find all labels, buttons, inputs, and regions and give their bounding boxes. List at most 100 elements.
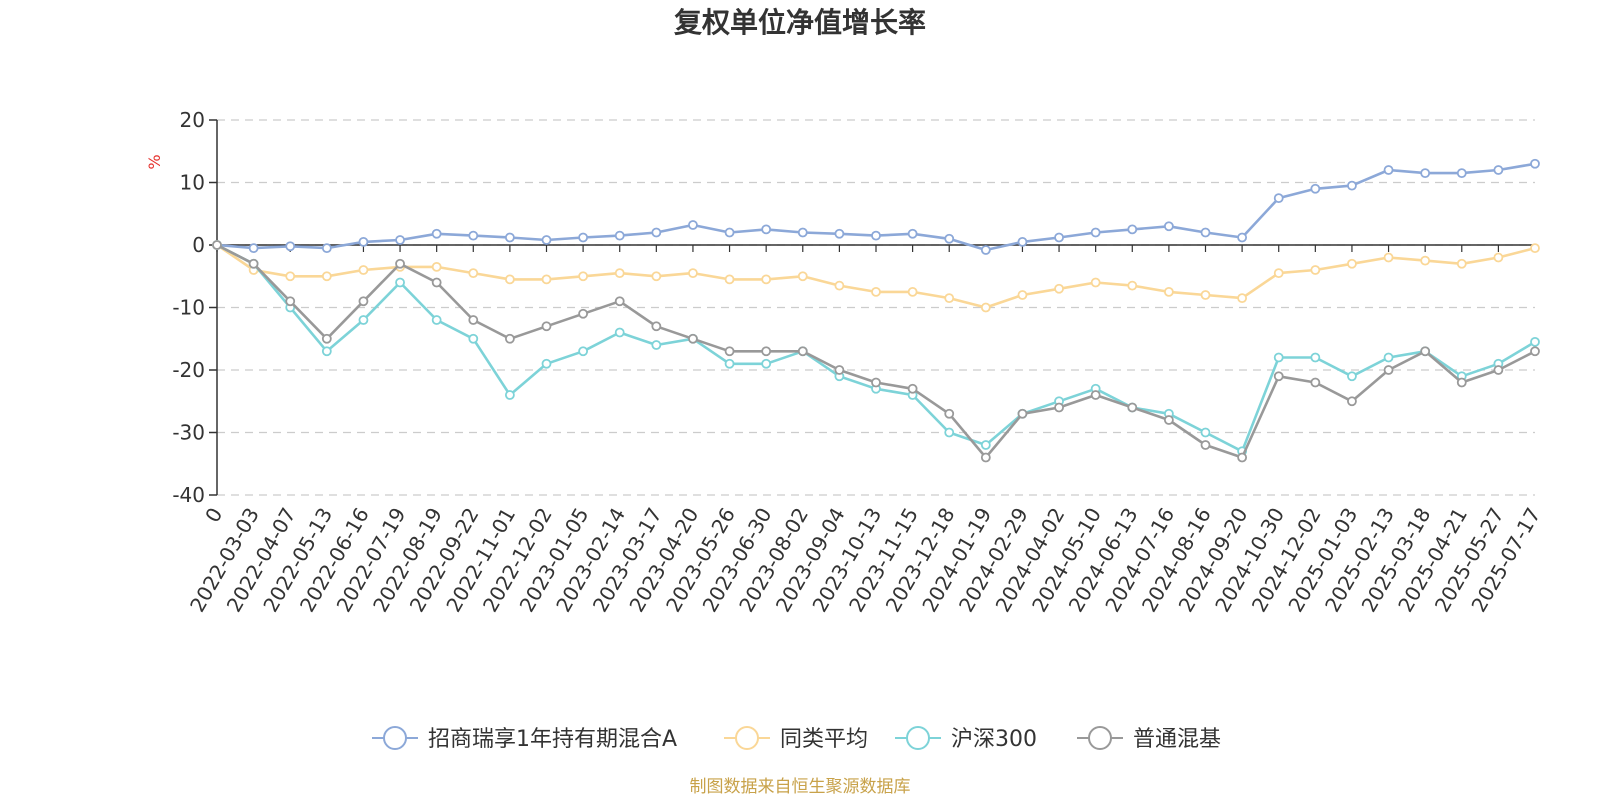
data-point	[1530, 346, 1540, 357]
data-point	[395, 277, 405, 288]
data-point	[1273, 371, 1284, 382]
data-point	[1420, 346, 1431, 357]
data-point	[468, 333, 479, 344]
data-point	[1273, 268, 1284, 279]
data-point	[358, 236, 369, 247]
data-point	[651, 340, 662, 350]
legend-label: 沪深300	[951, 727, 1037, 752]
data-point	[1383, 165, 1394, 175]
data-point	[1347, 396, 1357, 407]
legend-label: 招商瑞享1年持有期混合A	[428, 727, 677, 752]
data-point	[358, 315, 369, 325]
data-point	[797, 271, 808, 282]
data-point	[1273, 193, 1284, 204]
data-point	[1383, 252, 1394, 263]
data-point	[431, 277, 442, 288]
data-point	[944, 233, 955, 244]
data-point	[1456, 377, 1467, 388]
data-point	[761, 358, 772, 369]
data-point	[1054, 232, 1064, 243]
series-layer	[212, 158, 1540, 463]
series-line-3	[216, 243, 1536, 459]
data-point	[431, 261, 442, 272]
data-point	[1017, 408, 1028, 419]
data-point	[1127, 280, 1138, 291]
data-point	[761, 224, 772, 235]
data-point	[1090, 277, 1101, 288]
data-point	[431, 228, 442, 239]
data-point	[468, 268, 479, 279]
data-point	[614, 327, 625, 338]
data-point	[358, 265, 369, 275]
data-point	[1530, 243, 1540, 254]
data-point	[761, 274, 772, 285]
data-point	[504, 274, 515, 285]
data-point	[688, 220, 698, 230]
data-point	[871, 230, 881, 241]
data-point	[871, 377, 881, 388]
data-point	[614, 268, 625, 279]
data-point	[1347, 180, 1357, 191]
data-point	[1163, 221, 1174, 232]
legend-item-1[interactable]: 同类平均	[724, 726, 868, 752]
data-point	[907, 228, 918, 239]
data-point	[1090, 227, 1101, 238]
data-point	[651, 321, 662, 332]
y-tick-label: 10	[180, 171, 205, 195]
data-point	[1456, 258, 1467, 269]
data-point	[1530, 336, 1540, 347]
data-point	[1347, 258, 1357, 269]
data-point	[980, 452, 991, 463]
data-point	[1347, 371, 1357, 382]
data-point	[1456, 168, 1467, 179]
data-point	[212, 240, 222, 250]
data-point	[871, 286, 881, 297]
data-point	[504, 232, 515, 243]
data-point	[1163, 415, 1174, 425]
data-point	[688, 333, 698, 344]
data-point	[834, 228, 845, 239]
data-point	[834, 280, 845, 291]
grid	[217, 119, 1535, 496]
series-line-2	[216, 243, 1536, 453]
y-tick-label: -20	[172, 358, 205, 382]
data-point	[1310, 183, 1321, 194]
data-point	[797, 227, 808, 238]
data-point	[578, 232, 589, 243]
data-source-note: 制图数据来自恒生聚源数据库	[690, 777, 911, 797]
data-point	[1054, 402, 1064, 413]
data-point	[248, 258, 259, 269]
data-point	[944, 427, 955, 438]
data-point	[248, 243, 259, 254]
y-tick-label: 0	[192, 233, 205, 257]
data-point	[358, 296, 369, 307]
data-point	[578, 346, 589, 357]
data-point	[541, 274, 552, 285]
y-tick-label: -10	[172, 296, 205, 320]
data-point	[1200, 440, 1211, 450]
data-point	[907, 286, 918, 297]
data-point	[1200, 290, 1211, 300]
data-point	[1127, 224, 1138, 235]
data-point	[468, 230, 479, 241]
y-tick-label: 20	[180, 108, 205, 132]
data-point	[1200, 427, 1211, 438]
legend-marker	[735, 726, 759, 750]
data-point	[321, 243, 332, 254]
legend-item-3[interactable]: 普通混基	[1077, 726, 1221, 752]
legend: 招商瑞享1年持有期混合A 同类平均 沪深300 普通混基	[372, 726, 1221, 752]
legend-item-2[interactable]: 沪深300	[895, 726, 1037, 752]
data-point	[1017, 236, 1028, 247]
data-point	[724, 346, 735, 357]
legend-item-0[interactable]: 招商瑞享1年持有期混合A	[372, 726, 677, 752]
data-point	[761, 346, 772, 357]
data-point	[578, 308, 589, 319]
data-point	[1383, 352, 1394, 363]
data-point	[431, 315, 442, 325]
data-point	[1090, 390, 1101, 400]
data-point	[980, 440, 991, 450]
data-point	[1017, 290, 1028, 300]
data-point	[1237, 232, 1248, 243]
data-point	[651, 271, 662, 282]
